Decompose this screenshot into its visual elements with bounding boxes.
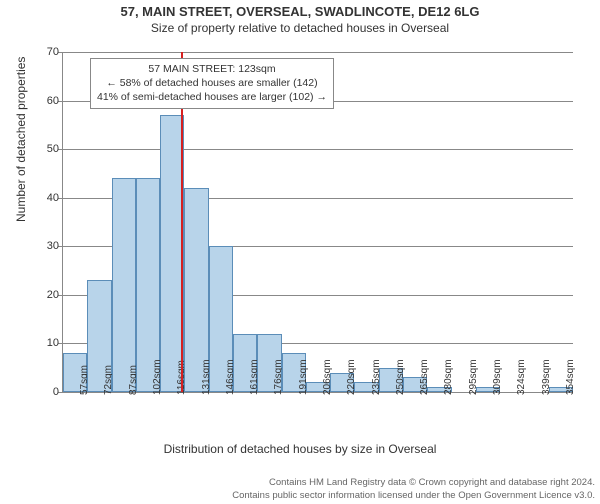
chart-title-main: 57, MAIN STREET, OVERSEAL, SWADLINCOTE, … (0, 4, 600, 19)
y-tick-label: 30 (29, 240, 59, 252)
chart-title-sub: Size of property relative to detached ho… (0, 21, 600, 35)
footer-line-1: Contains HM Land Registry data © Crown c… (0, 477, 595, 489)
y-axis-label: Number of detached properties (14, 57, 28, 222)
y-tick-label: 10 (29, 337, 59, 349)
chart-plot-area: 01020304050607057sqm72sqm87sqm102sqm116s… (62, 52, 572, 392)
y-tick-label: 70 (29, 46, 59, 58)
y-tick-label: 0 (29, 386, 59, 398)
x-tick-label: 309sqm (492, 359, 503, 395)
x-tick-label: 280sqm (443, 359, 454, 395)
y-tick-label: 50 (29, 143, 59, 155)
annotation-line-1: 57 MAIN STREET: 123sqm (97, 62, 327, 76)
x-axis-label: Distribution of detached houses by size … (0, 442, 600, 456)
x-tick-label: 354sqm (565, 359, 576, 395)
histogram-bar (112, 178, 136, 392)
y-tick-label: 20 (29, 289, 59, 301)
annotation-line-3: 41% of semi-detached houses are larger (… (97, 90, 327, 104)
grid-line (63, 52, 573, 53)
y-tick-label: 60 (29, 95, 59, 107)
annotation-line-2: ← 58% of detached houses are smaller (14… (97, 76, 327, 90)
x-tick-label: 324sqm (516, 359, 527, 395)
y-tick-label: 40 (29, 192, 59, 204)
annotation-box: 57 MAIN STREET: 123sqm ← 58% of detached… (90, 58, 334, 109)
footer-attribution: Contains HM Land Registry data © Crown c… (0, 477, 600, 502)
footer-line-2: Contains public sector information licen… (0, 490, 595, 502)
grid-line (63, 149, 573, 150)
